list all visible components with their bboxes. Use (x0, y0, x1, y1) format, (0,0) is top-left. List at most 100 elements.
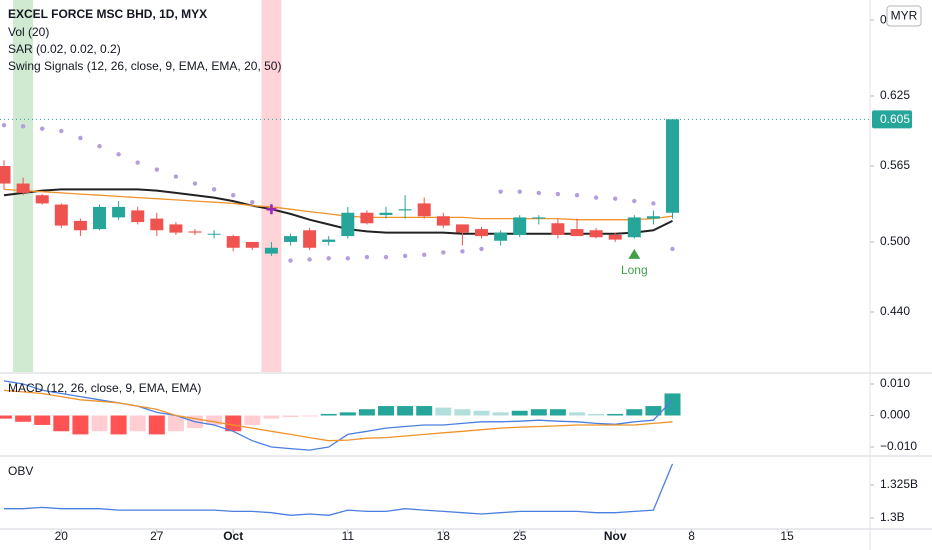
candle-body (513, 217, 527, 235)
sar-dot (632, 198, 637, 204)
macd-histogram-bar (301, 415, 318, 417)
sar-dot (383, 254, 389, 260)
macd-histogram-bar (129, 415, 146, 432)
sar-dot (97, 143, 102, 149)
macd-histogram-bar (206, 415, 223, 425)
sar-dot (154, 167, 160, 172)
indicator-label: MACD (12, 26, close, 9, EMA, EMA) (8, 381, 201, 395)
candle-body (455, 224, 469, 233)
macd-histogram-bar (244, 415, 261, 425)
candle-body (341, 212, 355, 237)
indicator-label: Swing Signals (12, 26, close, 9, EMA, EM… (8, 59, 281, 73)
candle-body (16, 183, 30, 193)
candle-body (360, 212, 374, 224)
candle-body (417, 203, 431, 217)
last-price-label: 0.605 (880, 112, 910, 126)
candle-body (188, 231, 202, 233)
candle-body (666, 119, 680, 213)
sar-dot (1, 122, 7, 128)
sar-dot (116, 152, 121, 157)
candle-body (284, 236, 298, 242)
y-tick-label: 0.010 (880, 376, 910, 390)
candle-body (169, 224, 183, 233)
macd-histogram-bar (454, 409, 471, 416)
candle-body (150, 218, 164, 231)
x-tick-label: 27 (150, 529, 164, 543)
candle-body (494, 232, 508, 241)
macd-histogram-bar (397, 406, 414, 416)
candle-body (608, 234, 622, 240)
candle-body (436, 216, 450, 226)
last-price-badge (872, 110, 912, 129)
swing-cross (266, 204, 277, 215)
sar-dot (40, 126, 45, 131)
candle-body (570, 229, 584, 237)
macd-line (3, 389, 673, 442)
macd-histogram-bar (91, 415, 108, 432)
y-tick-label: 1.3B (880, 510, 905, 524)
candle-body (207, 233, 221, 235)
plot-layer: 0.6900.6250.5650.5000.440Long0.6050.0100… (0, 0, 918, 543)
sar-dot (536, 190, 542, 196)
sar-dot (78, 135, 83, 141)
macd-histogram-bar (167, 415, 184, 432)
sar-dot (574, 193, 580, 198)
candle-body (627, 217, 641, 238)
macd-histogram-bar (110, 415, 127, 435)
x-tick-label: Nov (604, 529, 627, 543)
sar-dot (364, 254, 370, 260)
moving-average-line (3, 188, 673, 221)
sar-dot (307, 257, 312, 262)
sar-dot (250, 200, 255, 205)
x-tick-label: 8 (688, 529, 695, 543)
macd-histogram-bar (148, 415, 165, 435)
macd-histogram-bar (530, 409, 547, 416)
y-tick-label: 0.565 (880, 158, 910, 172)
macd-histogram-bar (263, 415, 280, 419)
y-tick-label: −0.010 (880, 439, 917, 453)
signal-band (261, 0, 282, 372)
macd-histogram-bar (358, 409, 375, 416)
sar-dot (173, 174, 179, 179)
symbol-title: EXCEL FORCE MSC BHD, 1D, MYX (8, 7, 207, 21)
candle-body (264, 247, 278, 254)
sar-dot (460, 249, 465, 254)
sar-dot (135, 160, 140, 165)
sar-dot (59, 128, 64, 134)
macd-histogram-bar (416, 406, 433, 416)
sar-dot (345, 256, 351, 261)
macd-histogram-bar (569, 412, 586, 416)
candle-body (73, 220, 87, 231)
indicator-label: SAR (0.02, 0.02, 0.2) (8, 42, 121, 56)
sar-dot (192, 181, 198, 186)
x-tick-label: 15 (780, 529, 794, 543)
macd-histogram-bar (607, 413, 624, 416)
candle-body (379, 212, 393, 216)
macd-histogram-bar (378, 406, 395, 416)
macd-histogram-bar (320, 413, 337, 416)
sar-dot (402, 253, 408, 259)
sar-dot (441, 250, 446, 255)
indicator-label: Vol (20) (8, 25, 49, 39)
candle-body (589, 230, 603, 238)
x-tick-label: 20 (55, 529, 69, 543)
macd-histogram-bar (339, 412, 356, 416)
sar-dot (651, 201, 656, 206)
sar-dot (555, 191, 561, 197)
currency-badge[interactable] (886, 5, 922, 27)
obv-line (4, 463, 674, 516)
macd-histogram-bar (549, 409, 566, 416)
candle-body (35, 195, 49, 204)
candle-body (551, 223, 565, 235)
candle-body (303, 230, 317, 248)
sar-dot (20, 124, 26, 129)
candle-body (398, 209, 412, 211)
sar-dot (288, 258, 293, 263)
macd-histogram-bar (588, 413, 605, 416)
long-signal-arrow (628, 248, 641, 259)
y-tick-label: 0.440 (880, 304, 910, 318)
sar-dot (231, 193, 236, 198)
sar-dot (326, 256, 331, 261)
